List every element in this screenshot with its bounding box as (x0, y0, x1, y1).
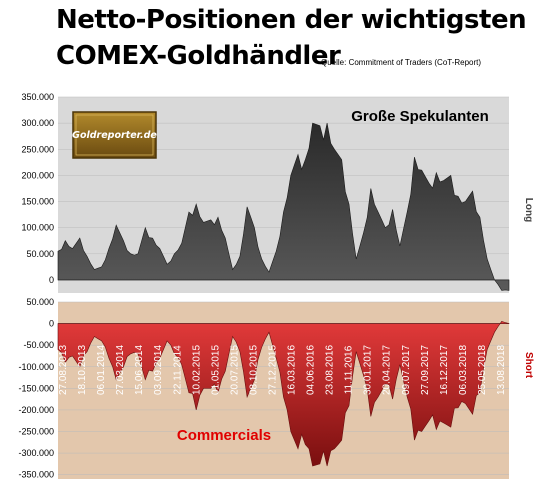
bottom-y-tick-label: -350.000 (18, 470, 54, 480)
x-tick-label: 15.06.2014 (134, 345, 145, 395)
x-tick-label: 27.12.2015 (268, 345, 279, 395)
logo-text: Goldreporter.de (72, 130, 157, 141)
top-y-tick-label: 100.000 (21, 223, 54, 233)
x-tick-label: 25.05.2018 (477, 345, 488, 395)
x-tick-label: 23.08.2016 (325, 345, 336, 395)
bottom-y-tick-label: 50.000 (26, 297, 54, 307)
x-tick-label: 16.03.2016 (287, 345, 298, 395)
x-tick-label: 18.10.2013 (77, 345, 88, 395)
chart-title-line-2: COMEX-Goldhändler (56, 41, 341, 71)
x-tick-label: 08.10.2015 (248, 345, 259, 395)
x-tick-label: 09.07.2017 (401, 345, 412, 395)
x-tick-label: 04.06.2016 (306, 345, 317, 395)
top-y-tick-label: 0 (49, 275, 54, 285)
bottom-y-tick-label: -150.000 (18, 383, 54, 393)
x-tick-label: 27.03.2014 (115, 345, 126, 395)
bottom-y-tick-label: -250.000 (18, 427, 54, 437)
goldreporter-logo: Goldreporter.de (72, 111, 157, 159)
x-tick-label: 27.08.2013 (58, 345, 69, 395)
commercials-area (57, 321, 510, 467)
bottom-y-tick-label: -200.000 (18, 405, 54, 415)
x-axis-dates: 27.08.2013 18.10.2013 06.01.2014 27.03.2014… (58, 345, 507, 395)
x-tick-label: 30.01.2017 (363, 345, 374, 395)
speculators-area (57, 122, 510, 291)
x-tick-label: 06.03.2018 (458, 345, 469, 395)
top-y-tick-label: 150.000 (21, 197, 54, 207)
x-tick-label: 11.11.2016 (344, 345, 355, 394)
x-tick-label: 16.12.2017 (439, 345, 450, 395)
top-y-tick-label: 300.000 (21, 118, 54, 128)
bottom-y-tick-label: -100.000 (18, 362, 54, 372)
speculators-series-label: Große Spekulanten (351, 108, 489, 125)
top-y-tick-label: 350.000 (21, 92, 54, 102)
short-side-label: Short (523, 352, 534, 379)
top-y-tick-label: 50.000 (26, 249, 54, 259)
top-y-tick-label: 200.000 (21, 170, 54, 180)
bottom-y-tick-label: 0 (49, 319, 54, 329)
top-y-tick-label: 250.000 (21, 144, 54, 154)
x-tick-label: 03.09.2014 (153, 345, 164, 395)
x-tick-label: 22.11.2014 (172, 345, 183, 395)
long-side-label: Long (523, 198, 534, 222)
x-tick-label: 20.07.2015 (229, 345, 240, 395)
x-tick-label: 27.09.2017 (420, 345, 431, 395)
x-tick-label: 06.01.2014 (96, 345, 107, 395)
bottom-y-tick-label: -50.000 (23, 340, 54, 350)
x-tick-label: 13.08.2018 (496, 345, 507, 395)
x-tick-label: 20.04.2017 (382, 345, 393, 395)
bottom-y-tick-label: -300.000 (18, 448, 54, 458)
commercials-series-label: Commercials (177, 427, 271, 444)
source-note: Quelle: Commitment of Traders (CoT-Repor… (321, 58, 482, 67)
x-tick-label: 01.05.2015 (210, 345, 221, 395)
x-tick-label: 10.02.2015 (191, 345, 202, 395)
chart-title-line-1: Netto-Positionen der wichtigsten (56, 5, 527, 35)
